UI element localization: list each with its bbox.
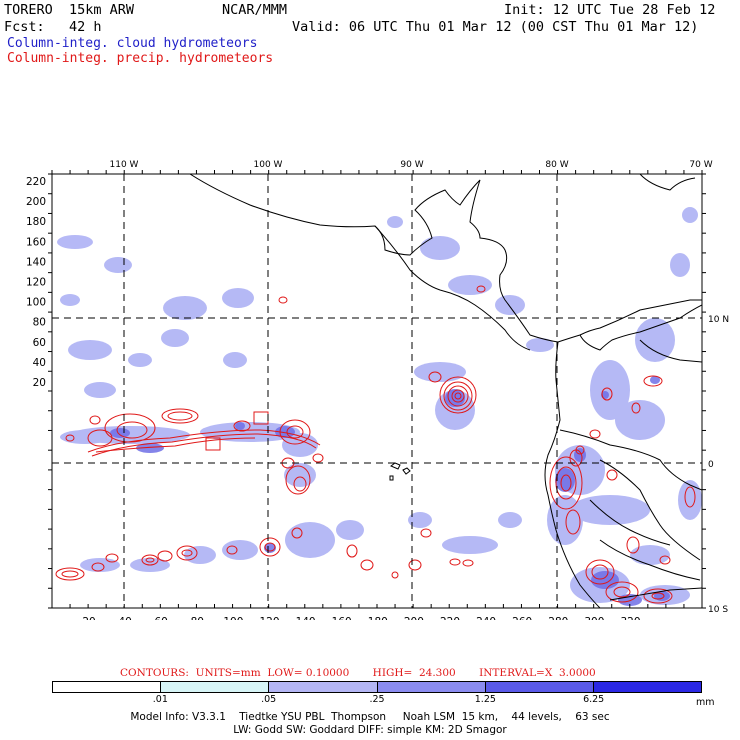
model-title: TORERO 15km ARW: [4, 2, 135, 18]
color-bar-segment: [593, 682, 702, 692]
left-grid-label: 120: [26, 277, 46, 289]
lon-label-90w: 90 W: [400, 160, 423, 170]
left-grid-label: 60: [33, 337, 46, 349]
bottom-grid-label: 220: [440, 616, 460, 620]
lon-label-80w: 80 W: [545, 160, 568, 170]
lon-label-110w: 110 W: [110, 160, 139, 170]
bottom-grid-label: 240: [476, 616, 496, 620]
field-title-cloud: Column-integ. cloud hydrometeors: [7, 36, 258, 51]
color-bar-labels: .01 .05 .25 1.25 6.25: [52, 694, 702, 706]
left-grid-label: 140: [26, 256, 46, 268]
lon-label-100w: 100 W: [254, 160, 283, 170]
bottom-grid-label: 100: [223, 616, 243, 620]
bottom-grid-label: 320: [620, 616, 640, 620]
center-name: NCAR/MMM: [222, 2, 288, 18]
color-bar-label: .05: [261, 694, 277, 705]
bottom-grid-labels: 20 40 60 80 100 120 140 160 180 200 220 240 260 280 30…: [82, 616, 640, 620]
color-bar-label: 1.25: [474, 694, 496, 705]
lat-label-10s: 10 S: [708, 605, 728, 615]
left-grid-label: 180: [26, 216, 46, 228]
left-grid-label: 20: [33, 377, 46, 389]
left-grid-label: 100: [26, 297, 46, 309]
lat-label-eq: 0: [708, 460, 714, 470]
color-bar-segment: [269, 682, 378, 692]
axis-ticks: [48, 170, 706, 609]
lon-label-70w: 70 W: [689, 160, 712, 170]
left-grid-label: 80: [33, 317, 46, 329]
bottom-grid-label: 260: [512, 616, 532, 620]
bottom-grid-label: 20: [82, 616, 95, 620]
bottom-grid-label: 40: [118, 616, 131, 620]
bottom-grid-label: 120: [259, 616, 279, 620]
model-info-line2: LW: Godd SW: Goddard DIFF: simple KM: 2D…: [233, 724, 507, 736]
color-bar-label: .25: [369, 694, 385, 705]
init-time: Init: 12 UTC Tue 28 Feb 12: [504, 2, 716, 18]
bottom-grid-label: 280: [548, 616, 568, 620]
left-grid-labels: 220 200 180 160 140 120 100 80 60 40 20: [26, 176, 46, 389]
forecast-hour: Fcst: 42 h: [4, 19, 102, 35]
lat-lon-grid: [52, 174, 702, 608]
axis-labels: 110 W 100 W 90 W 80 W 70 W 10 N 0 10 S: [110, 160, 730, 615]
valid-time: Valid: 06 UTC Thu 01 Mar 12 (00 CST Thu …: [292, 19, 699, 35]
color-bar-unit: mm: [696, 697, 715, 708]
bottom-grid-label: 160: [332, 616, 352, 620]
color-bar-label: 6.25: [583, 694, 605, 705]
bottom-grid-label: 200: [404, 616, 424, 620]
color-bar-segment: [377, 682, 486, 692]
coastlines: [189, 174, 702, 608]
left-grid-label: 200: [26, 196, 46, 208]
lat-label-10n: 10 N: [708, 315, 729, 325]
left-grid-label: 220: [26, 176, 46, 188]
contours-caption: CONTOURS: UNITS=mm LOW= 0.10000 HIGH= 24…: [120, 667, 596, 679]
color-bar: [52, 681, 702, 693]
left-grid-label: 40: [33, 357, 46, 369]
bottom-grid-label: 80: [191, 616, 204, 620]
model-info-line1: Model Info: V3.3.1 Tiedtke YSU PBL Thomp…: [130, 711, 610, 723]
color-bar-segment: [485, 682, 594, 692]
color-bar-segment: [53, 682, 162, 692]
bottom-grid-label: 180: [368, 616, 388, 620]
left-grid-label: 160: [26, 236, 46, 248]
bottom-grid-label: 140: [296, 616, 316, 620]
bottom-grid-label: 300: [584, 616, 604, 620]
bottom-grid-label: 60: [155, 616, 168, 620]
color-bar-segment: [161, 682, 270, 692]
color-bar-label: .01: [152, 694, 168, 705]
field-title-precip: Column-integ. precip. hydrometeors: [7, 51, 274, 66]
forecast-map: 110 W 100 W 90 W 80 W 70 W 10 N 0 10 S 2…: [26, 160, 730, 620]
